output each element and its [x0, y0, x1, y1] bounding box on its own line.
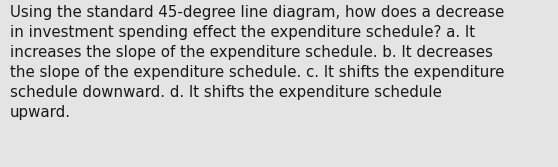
Text: Using the standard 45-degree line diagram, how does a decrease
in investment spe: Using the standard 45-degree line diagra…: [10, 5, 504, 120]
